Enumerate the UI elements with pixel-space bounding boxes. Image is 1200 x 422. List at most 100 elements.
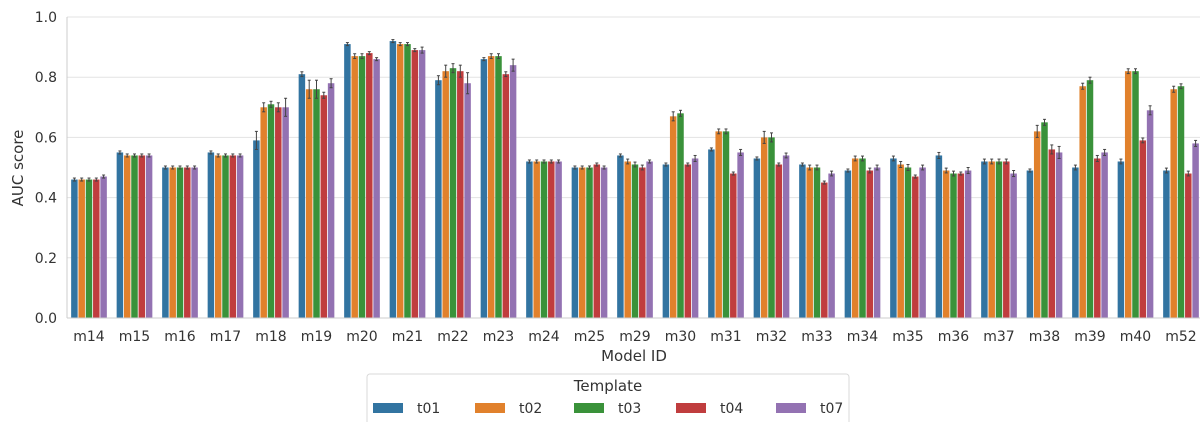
bar-t04-m17 [229,155,237,318]
x-tick-label: m36 [938,329,970,345]
bar-t02-m30 [669,116,677,318]
bar-t02-m37 [988,161,995,318]
x-tick-label: m31 [710,329,741,345]
bar-t04-m21 [411,50,419,319]
bar-t04-m16 [184,167,191,318]
x-tick-labels: m14 m15 m16 m17 m18 m19 m20 m21 m22 m23 m24 m25 m29 m… [73,329,1196,345]
bar-t04-m25 [593,164,601,318]
bar-t01-m14 [71,179,78,318]
x-axis-label: Model ID [601,347,667,365]
bar-t02-m16 [169,167,176,318]
bar-t01-m15 [116,152,124,318]
bar-t02-m17 [214,155,222,318]
legend-label-t01: t01 [417,401,440,417]
bar-t07-m32 [782,155,790,318]
bar-t02-m33 [806,167,813,318]
bar-t03-m33 [813,167,821,318]
legend-swatch-t04 [676,403,706,413]
bar-t02-m31 [715,131,722,318]
y-tick-label: 1.0 [35,10,57,26]
bar-t07-m18 [282,107,289,318]
bar-t02-m22 [442,71,449,319]
bar-t03-m38 [1041,122,1048,318]
bar-t03-m32 [768,137,775,318]
bar-t01-m23 [480,59,488,318]
bar-t01-m31 [708,149,715,318]
x-tick-label: m34 [847,329,879,345]
bar-t07-m16 [191,167,198,318]
bar-t01-m35 [890,158,897,318]
x-tick-label: m15 [119,329,150,345]
bar-t01-m18 [253,140,260,318]
bar-t04-m40 [1139,140,1147,318]
bar-t02-m19 [305,89,313,319]
bar-t04-m20 [366,53,373,319]
bar-t03-m39 [1086,80,1094,319]
bar-t03-m36 [950,173,957,318]
bar-t01-m38 [1026,170,1034,318]
bar-t07-m52 [1192,143,1199,318]
bar-t07-m25 [600,167,608,318]
bar-t04-m31 [730,173,737,318]
error-bars [72,39,1198,185]
bar-t01-m16 [162,167,169,318]
bar-t03-m31 [722,131,730,318]
x-tick-label: m14 [73,329,105,345]
x-tick-label: m33 [801,329,832,345]
legend-swatch-t07 [776,403,806,413]
y-tick-labels: 0.0 0.2 0.4 0.6 0.8 1.0 [35,10,57,327]
bar-t07-m14 [100,176,107,318]
bar-t03-m23 [495,56,502,318]
bar-t02-m40 [1124,71,1132,319]
x-tick-label: m21 [392,329,423,345]
bar-t01-m36 [935,155,943,318]
bar-t07-m34 [873,167,881,318]
bar-t07-m20 [373,59,380,318]
x-tick-label: m32 [756,329,787,345]
bar-t04-m52 [1185,173,1192,318]
bar-t07-m36 [964,170,972,318]
x-tick-label: m37 [983,329,1014,345]
y-tick-label: 0.8 [35,70,57,86]
bar-t07-m38 [1055,152,1063,318]
bar-t03-m19 [313,89,320,319]
y-axis-label: AUC score [9,130,27,207]
bar-t07-m30 [691,158,699,318]
legend-label-t02: t02 [519,401,542,417]
bar-t07-m23 [509,65,517,318]
legend-label-t07: t07 [820,401,843,417]
x-tick-label: m24 [528,329,560,345]
legend: Template t01 t02 t03 t04 t07 [366,373,850,422]
bar-t01-m37 [981,161,988,318]
y-tick-label: 0.0 [35,311,57,327]
x-tick-label: m29 [619,329,650,345]
bar-t03-m25 [586,167,593,318]
bar-t02-m35 [897,164,904,318]
bar-t01-m19 [298,74,306,318]
bar-t02-m23 [487,56,495,318]
bar-t04-m35 [912,176,919,318]
bar-t02-m29 [624,161,631,318]
x-tick-label: m39 [1074,329,1105,345]
bar-t01-m24 [526,161,533,318]
bar-t02-m34 [851,158,859,318]
bar-t03-m17 [222,155,229,318]
bar-t04-m29 [639,167,646,318]
bar-t03-m21 [404,44,411,319]
x-tick-label: m17 [210,329,241,345]
x-tick-label: m23 [483,329,514,345]
bar-t01-m25 [571,167,579,318]
legend-items: t01 t02 t03 t04 t07 [373,401,843,417]
bar-t03-m34 [859,158,866,318]
y-tick-label: 0.2 [35,251,57,267]
bar-t01-m20 [344,44,351,319]
bar-t03-m52 [1177,86,1185,318]
bar-t04-m37 [1003,161,1010,318]
bar-t07-m39 [1101,152,1108,318]
bar-t02-m38 [1033,131,1041,318]
bar-t02-m25 [578,167,586,318]
bar-t01-m32 [753,158,761,318]
bar-t03-m15 [131,155,138,318]
bar-t04-m19 [320,95,328,318]
